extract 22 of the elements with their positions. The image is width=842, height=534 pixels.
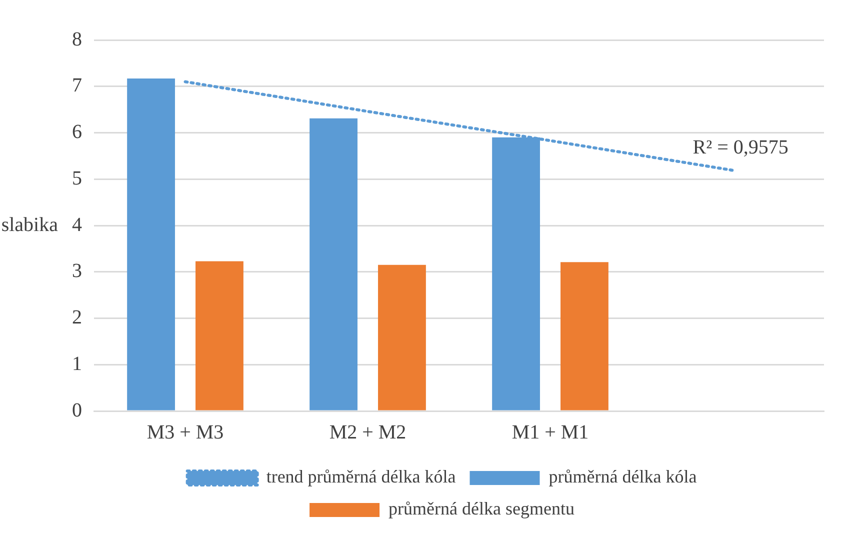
annotation: R² = 0,9575: [692, 136, 788, 159]
y-tick-label: 7: [72, 74, 82, 97]
legend-label: průměrná délka segmentu: [388, 498, 574, 519]
bar: [310, 118, 358, 410]
x-tick-label: M3 + M3: [146, 421, 224, 444]
legend-label: trend průměrná délka kóla: [266, 466, 456, 487]
x-tick-label: M1 + M1: [512, 421, 589, 444]
y-tick-label: 3: [72, 260, 82, 282]
bar: [127, 78, 175, 410]
y-tick-label: 1: [72, 352, 82, 375]
x-tick-label: M2 + M2: [329, 421, 406, 444]
y-axis-title: slabika: [1, 214, 58, 236]
bar: [560, 262, 608, 410]
legend-label: průměrná délka kóla: [548, 466, 697, 487]
y-tick-label: 4: [72, 214, 82, 236]
y-tick-label: 6: [72, 121, 82, 143]
bar: [196, 261, 244, 410]
y-tick-label: 8: [72, 28, 82, 50]
bar: [378, 264, 426, 410]
y-tick-label: 5: [72, 167, 82, 190]
y-tick-label: 0: [72, 399, 82, 422]
y-tick-label: 2: [72, 306, 82, 328]
